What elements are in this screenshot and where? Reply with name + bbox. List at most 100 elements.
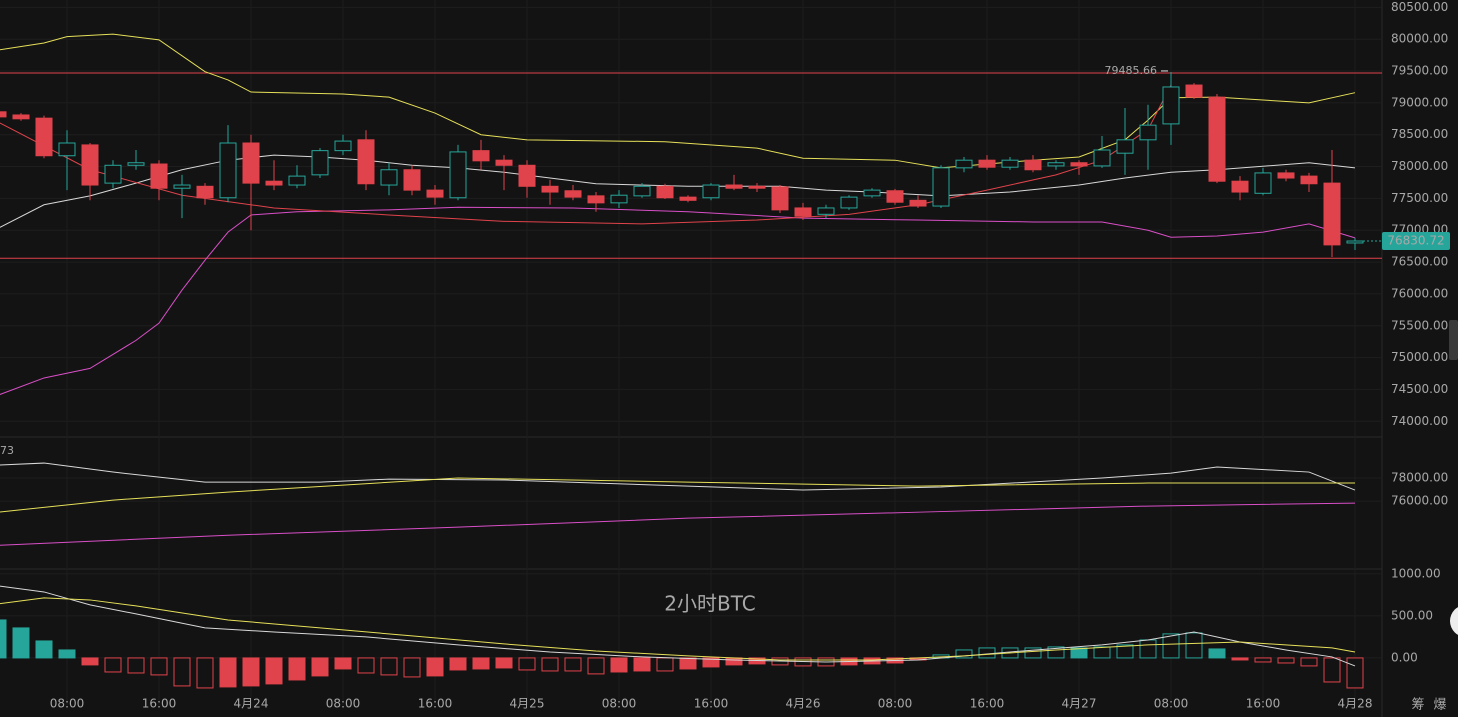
last-price-label: 76830.72: [1387, 234, 1444, 248]
histogram-bar: [1300, 657, 1318, 667]
candle-body: [1070, 162, 1088, 167]
x-tick-label: 16:00: [1246, 697, 1281, 711]
histogram-bar: [58, 649, 76, 659]
x-tick-label: 4月26: [786, 697, 821, 711]
candle-body: [0, 111, 7, 118]
candle-body: [127, 162, 145, 166]
y-tick-label: 76000.00: [1391, 494, 1448, 508]
candle-body: [150, 163, 168, 189]
candle-body: [1346, 240, 1364, 244]
candle-body: [1185, 84, 1203, 98]
histogram-bar: [426, 657, 444, 677]
candle-body: [1208, 96, 1226, 182]
y-tick-label: 0.00: [1391, 650, 1418, 664]
x-tick-label: 08:00: [878, 697, 913, 711]
y-tick-label: 75500.00: [1391, 318, 1448, 332]
histogram-bar: [1116, 644, 1134, 659]
x-tick-label: 4月24: [234, 697, 269, 711]
histogram-bar: [1254, 657, 1272, 663]
candle-body: [656, 185, 674, 199]
indicator-line: [0, 585, 1356, 667]
candle-body: [1047, 162, 1065, 167]
candle-body: [242, 142, 260, 184]
histogram-bar: [265, 657, 283, 685]
side-button[interactable]: [1450, 605, 1458, 637]
candle-body: [380, 169, 398, 186]
x-tick-label: 08:00: [1154, 697, 1189, 711]
last-price-tag: [1382, 232, 1450, 251]
candle-body: [334, 140, 352, 152]
y-tick-label: 75000.00: [1391, 350, 1448, 364]
histogram-bar: [1323, 657, 1341, 683]
candle-body: [840, 196, 858, 209]
histogram-bar: [219, 657, 237, 688]
histogram-bar: [1070, 647, 1088, 659]
histogram-bar: [633, 657, 651, 672]
histogram-bar: [380, 657, 398, 676]
indicator-line: [0, 33, 1356, 169]
y-tick-label: 74500.00: [1391, 382, 1448, 396]
candle-body: [541, 185, 559, 193]
candle-body: [518, 164, 536, 187]
histogram-bar: [702, 657, 720, 668]
histogram-bar: [656, 657, 674, 672]
histogram-bar: [1277, 657, 1295, 664]
candle-body: [81, 144, 99, 186]
candle-body: [886, 190, 904, 203]
indicator-line: [0, 597, 1356, 661]
histogram-bar: [1208, 648, 1226, 659]
indicator-value: 73: [0, 444, 14, 457]
candle-body: [725, 184, 743, 189]
candle-body: [702, 184, 720, 199]
candle-body: [587, 195, 605, 204]
histogram-bar: [564, 657, 582, 672]
scroll-handle[interactable]: [1449, 320, 1458, 360]
candle-body: [472, 150, 490, 162]
histogram-bar: [587, 657, 605, 675]
histogram-bar: [955, 649, 973, 659]
candle-body: [196, 185, 214, 199]
x-tick-label: 08:00: [602, 697, 637, 711]
y-tick-label: 77500.00: [1391, 191, 1448, 205]
y-tick-label: 78000.00: [1391, 471, 1448, 485]
histogram-bar: [173, 657, 191, 687]
x-tick-label: 16:00: [970, 697, 1005, 711]
x-tick-label: 4月25: [510, 697, 545, 711]
candle-body: [909, 199, 927, 207]
histogram-bar: [196, 657, 214, 689]
candle-body: [1024, 159, 1042, 171]
candle-body: [932, 167, 950, 207]
y-tick-label: 79000.00: [1391, 95, 1448, 109]
histogram-bar: [1047, 646, 1065, 659]
candle-body: [104, 164, 122, 184]
y-tick-label: 80000.00: [1391, 32, 1448, 46]
histogram-bar: [35, 640, 53, 659]
candle-body: [1277, 172, 1295, 179]
candle-body: [1300, 175, 1318, 185]
candle-body: [403, 169, 421, 191]
candle-body: [58, 142, 76, 157]
candle-body: [955, 159, 973, 169]
histogram-bar: [403, 657, 421, 678]
candle-body: [12, 114, 30, 120]
histogram-bar: [679, 657, 697, 670]
y-tick-label: 78500.00: [1391, 127, 1448, 141]
candle-body: [426, 189, 444, 198]
histogram-bar: [1139, 639, 1157, 659]
candle-body: [311, 150, 329, 176]
histogram-bar: [104, 657, 122, 673]
histogram-bar: [610, 657, 628, 673]
histogram-bar: [150, 657, 168, 676]
histogram-bar: [311, 657, 329, 677]
histogram-bar: [81, 657, 99, 666]
histogram-bar: [288, 657, 306, 681]
y-tick-label: 1000.00: [1391, 566, 1441, 580]
candle-body: [1139, 124, 1157, 141]
toolbar-button[interactable]: 爆: [1433, 698, 1446, 713]
candle-body: [1323, 182, 1341, 246]
candle-body: [219, 142, 237, 199]
histogram-bar: [1346, 657, 1364, 689]
candle-body: [1254, 172, 1272, 194]
toolbar-button[interactable]: 筹: [1411, 697, 1424, 713]
